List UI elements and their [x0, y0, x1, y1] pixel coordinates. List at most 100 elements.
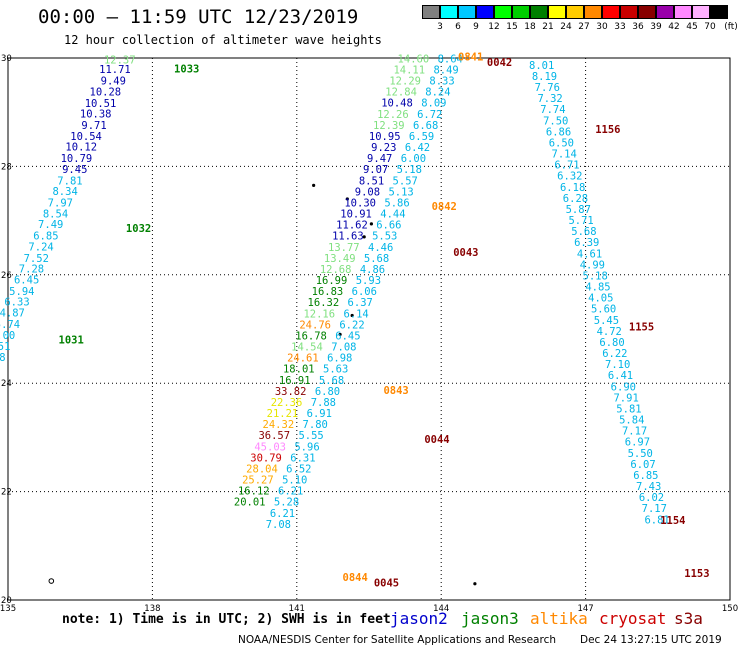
- island-dot: [338, 332, 342, 337]
- swh-value: 7.91: [613, 392, 638, 404]
- swh-value: 4.86: [360, 264, 385, 276]
- swh-value: 8.09: [421, 98, 446, 110]
- colorbar-label: 30: [596, 22, 608, 32]
- island-outline: [48, 578, 55, 584]
- swh-value: 7.32: [537, 93, 562, 105]
- swh-value: 4.44: [380, 209, 405, 221]
- swh-value: 5.96: [294, 441, 319, 453]
- swh-value: 4.72: [597, 326, 622, 338]
- swh-value: 30.79: [250, 452, 282, 464]
- swh-value: 13.49: [324, 253, 356, 265]
- swh-value: 6.39: [574, 237, 599, 249]
- swh-value: 6.21: [278, 486, 303, 498]
- swh-value: 4.99: [580, 259, 605, 271]
- track-time-label: 1032: [126, 223, 151, 235]
- swh-value: 6.32: [557, 171, 582, 183]
- colorbar-label: 3: [437, 22, 443, 32]
- swh-value: 8.49: [433, 64, 458, 76]
- swh-value: 6.41: [608, 370, 633, 382]
- wave-height-colorbar: 3 6 9 12 15 18 21 24 27 30 33 36 39 42 45 70 (ft): [422, 5, 738, 35]
- swh-value: 6.00: [401, 153, 426, 165]
- swh-value: 21.21: [267, 408, 299, 420]
- swh-value: 28.04: [246, 463, 278, 475]
- swh-value: 16.99: [316, 275, 348, 287]
- swh-value: 12.39: [373, 120, 405, 132]
- swh-value: 8.34: [52, 186, 77, 198]
- colorbar-swatch: [566, 5, 584, 19]
- swh-value: 33.82: [275, 386, 307, 398]
- swh-value: 14.60: [398, 53, 430, 65]
- swh-value: 16.91: [279, 375, 311, 387]
- swh-value: 7.17: [622, 426, 647, 438]
- map-title: 00:00 – 11:59 UTC 12/23/2019: [38, 6, 359, 28]
- swh-value: 5.57: [393, 175, 418, 187]
- swh-value: 5.00: [0, 330, 15, 342]
- swh-value: 25.27: [242, 475, 274, 487]
- swh-value: 7.17: [642, 503, 667, 515]
- swh-value: 10.12: [65, 142, 97, 154]
- swh-value: 5.18: [583, 270, 608, 282]
- swh-value: 14.11: [393, 64, 425, 76]
- swh-value: 4.87: [0, 308, 25, 320]
- swh-value: 7.24: [28, 241, 53, 253]
- swh-value: 5.63: [323, 364, 348, 376]
- swh-value: 6.85: [633, 470, 658, 482]
- swh-value: 6.80: [599, 337, 624, 349]
- track-time-label: 1033: [174, 64, 199, 76]
- legend-altika: altika: [530, 609, 588, 628]
- swh-value: 6.21: [270, 508, 295, 520]
- swh-value: 9.07: [363, 164, 388, 176]
- lon-tick-label: 144: [433, 604, 449, 614]
- swh-value: 7.14: [552, 149, 577, 161]
- colorbar-swatch: [422, 5, 440, 19]
- swh-value: 5.18: [397, 164, 422, 176]
- colorbar-swatch: [458, 5, 476, 19]
- swh-value: 5.55: [298, 430, 323, 442]
- colorbar-label: 21: [542, 22, 554, 32]
- colorbar-swatch: [620, 5, 638, 19]
- swh-value: 6.14: [343, 308, 368, 320]
- swh-value: 6.59: [409, 131, 434, 143]
- colorbar-label: 42: [668, 22, 680, 32]
- swh-value: 45.03: [254, 441, 286, 453]
- map-subtitle: 12 hour collection of altimeter wave hei…: [64, 33, 382, 47]
- lat-tick-label: 26: [1, 271, 12, 281]
- swh-value: 36.57: [258, 430, 290, 442]
- swh-value: 8.54: [43, 208, 68, 220]
- swh-value: 16.83: [312, 286, 344, 298]
- swh-value: 5.53: [372, 231, 397, 243]
- swh-value: 24.61: [287, 353, 319, 365]
- colorbar-label: 6: [455, 22, 461, 32]
- swh-value: 6.50: [549, 137, 574, 149]
- colorbar-label: 33: [614, 22, 626, 32]
- swh-value: 6.33: [4, 297, 29, 309]
- swh-value: 9.23: [371, 142, 396, 154]
- swh-value: 6.71: [554, 160, 579, 172]
- swh-value: 4.85: [585, 282, 610, 294]
- lon-tick-label: 147: [577, 604, 593, 614]
- swh-value: 7.43: [636, 481, 661, 493]
- swh-value: 10.79: [61, 153, 93, 165]
- swh-value: 6.37: [348, 297, 373, 309]
- legend-jason2: jason2: [390, 609, 448, 628]
- colorbar-unit: (ft): [724, 22, 738, 32]
- swh-value: 10.54: [70, 131, 102, 143]
- colorbar-label: 39: [650, 22, 662, 32]
- colorbar-label: 12: [488, 22, 500, 32]
- swh-value: 8.64: [438, 53, 463, 65]
- lon-tick-label: 138: [144, 604, 160, 614]
- track-time-label: 0841: [458, 52, 483, 64]
- track-time-label: 0843: [383, 385, 408, 397]
- swh-value: 8.51: [359, 175, 384, 187]
- swh-value: 11.62: [336, 220, 368, 232]
- swh-value: 5.68: [364, 253, 389, 265]
- colorbar-label: 24: [560, 22, 572, 32]
- swh-value: 7.76: [535, 82, 560, 94]
- swh-value: 8.24: [425, 87, 450, 99]
- swh-value: 6.22: [602, 348, 627, 360]
- swh-value: 12.68: [320, 264, 352, 276]
- footer-note: note: 1) Time is in UTC; 2) SWH is in fe…: [62, 612, 391, 627]
- swh-value: 6.45: [14, 274, 39, 286]
- swh-value: 24.32: [263, 419, 295, 431]
- swh-value: 20.01: [234, 497, 266, 509]
